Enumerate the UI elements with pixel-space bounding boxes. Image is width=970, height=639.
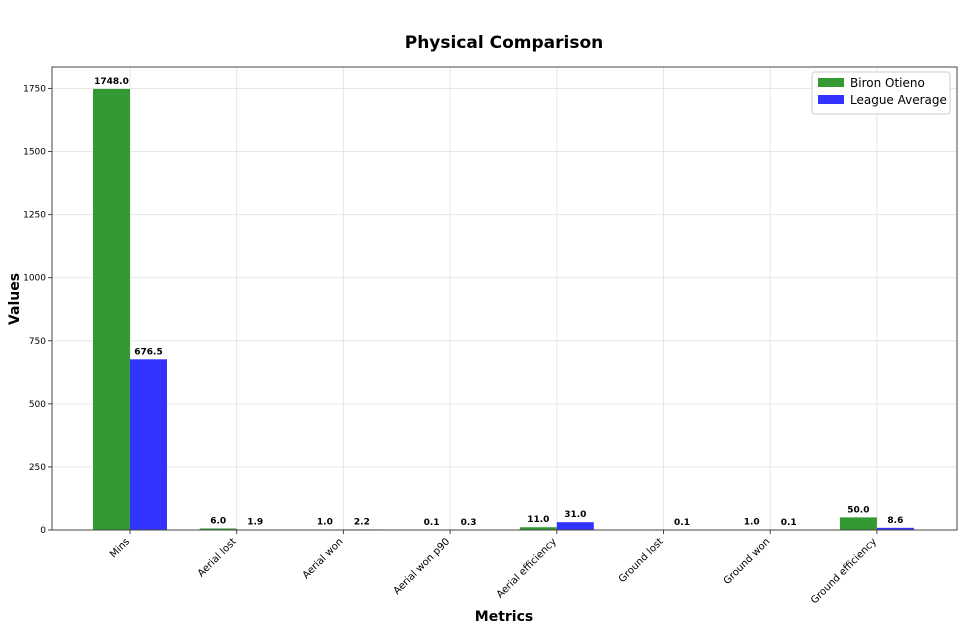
y-tick-label: 1750 bbox=[23, 84, 46, 94]
data-label: 50.0 bbox=[847, 505, 869, 515]
data-label: 0.3 bbox=[461, 518, 477, 528]
data-label: 0.1 bbox=[781, 518, 797, 528]
bar-league-average bbox=[876, 527, 914, 530]
bar-league-average bbox=[556, 522, 594, 530]
legend-label: Biron Otieno bbox=[850, 76, 925, 90]
y-tick-label: 250 bbox=[29, 463, 46, 473]
data-label: 6.0 bbox=[210, 516, 226, 526]
data-labels: 1748.0 676.5 6.0 1.9 1.0 2.2 0.1 0.3 11.0 31.0 0.1… bbox=[94, 77, 903, 528]
data-label: 2.2 bbox=[354, 517, 370, 527]
legend-label: League Average bbox=[850, 93, 947, 107]
bar-player bbox=[93, 88, 130, 530]
x-tick-label: Aerial efficiency bbox=[495, 536, 559, 600]
data-label: 31.0 bbox=[564, 510, 586, 520]
bar-player bbox=[199, 528, 237, 530]
bar-player bbox=[839, 517, 877, 530]
legend-swatch bbox=[818, 78, 844, 87]
x-tick-label: Aerial won p90 bbox=[392, 536, 453, 597]
data-label: 1.0 bbox=[317, 518, 333, 528]
data-label: 1748.0 bbox=[94, 77, 129, 87]
data-label: 8.6 bbox=[887, 516, 903, 526]
y-tick-label: 1250 bbox=[23, 211, 46, 221]
plot-frame bbox=[51, 66, 958, 531]
y-axis-title: Values bbox=[7, 273, 23, 325]
y-tick-label: 1500 bbox=[23, 148, 46, 158]
x-tick-label: Aerial lost bbox=[196, 536, 239, 579]
legend-box bbox=[811, 71, 951, 115]
x-axis: Mins Aerial lost Aerial won Aerial won p90 A… bbox=[108, 530, 879, 606]
bars bbox=[93, 88, 914, 530]
data-label: 1.9 bbox=[247, 518, 263, 528]
data-label: 1.0 bbox=[744, 518, 760, 528]
data-label: 676.5 bbox=[134, 347, 162, 357]
x-tick-label: Aerial won bbox=[301, 536, 346, 581]
x-tick-label: Ground lost bbox=[617, 536, 666, 585]
x-axis-title: Metrics bbox=[475, 609, 533, 625]
y-tick-label: 750 bbox=[29, 337, 46, 347]
legend-swatch bbox=[818, 95, 844, 104]
x-tick-label: Ground won bbox=[722, 536, 773, 587]
y-tick-label: 1000 bbox=[23, 274, 46, 284]
legend: Biron Otieno League Average bbox=[811, 71, 951, 115]
x-tick-label: Mins bbox=[108, 536, 132, 560]
chart-title: Physical Comparison bbox=[405, 33, 604, 53]
x-tick-label: Ground efficiency bbox=[809, 536, 879, 606]
y-tick-label: 0 bbox=[40, 526, 46, 536]
bar-league-average bbox=[130, 359, 167, 530]
data-label: 0.1 bbox=[424, 518, 440, 528]
y-axis: 0 250 500 750 1000 1250 1500 1750 bbox=[23, 84, 52, 536]
grid bbox=[52, 67, 957, 530]
data-label: 0.1 bbox=[674, 518, 690, 528]
data-label: 11.0 bbox=[527, 515, 549, 525]
bar-player bbox=[519, 527, 557, 530]
y-tick-label: 500 bbox=[29, 400, 46, 410]
